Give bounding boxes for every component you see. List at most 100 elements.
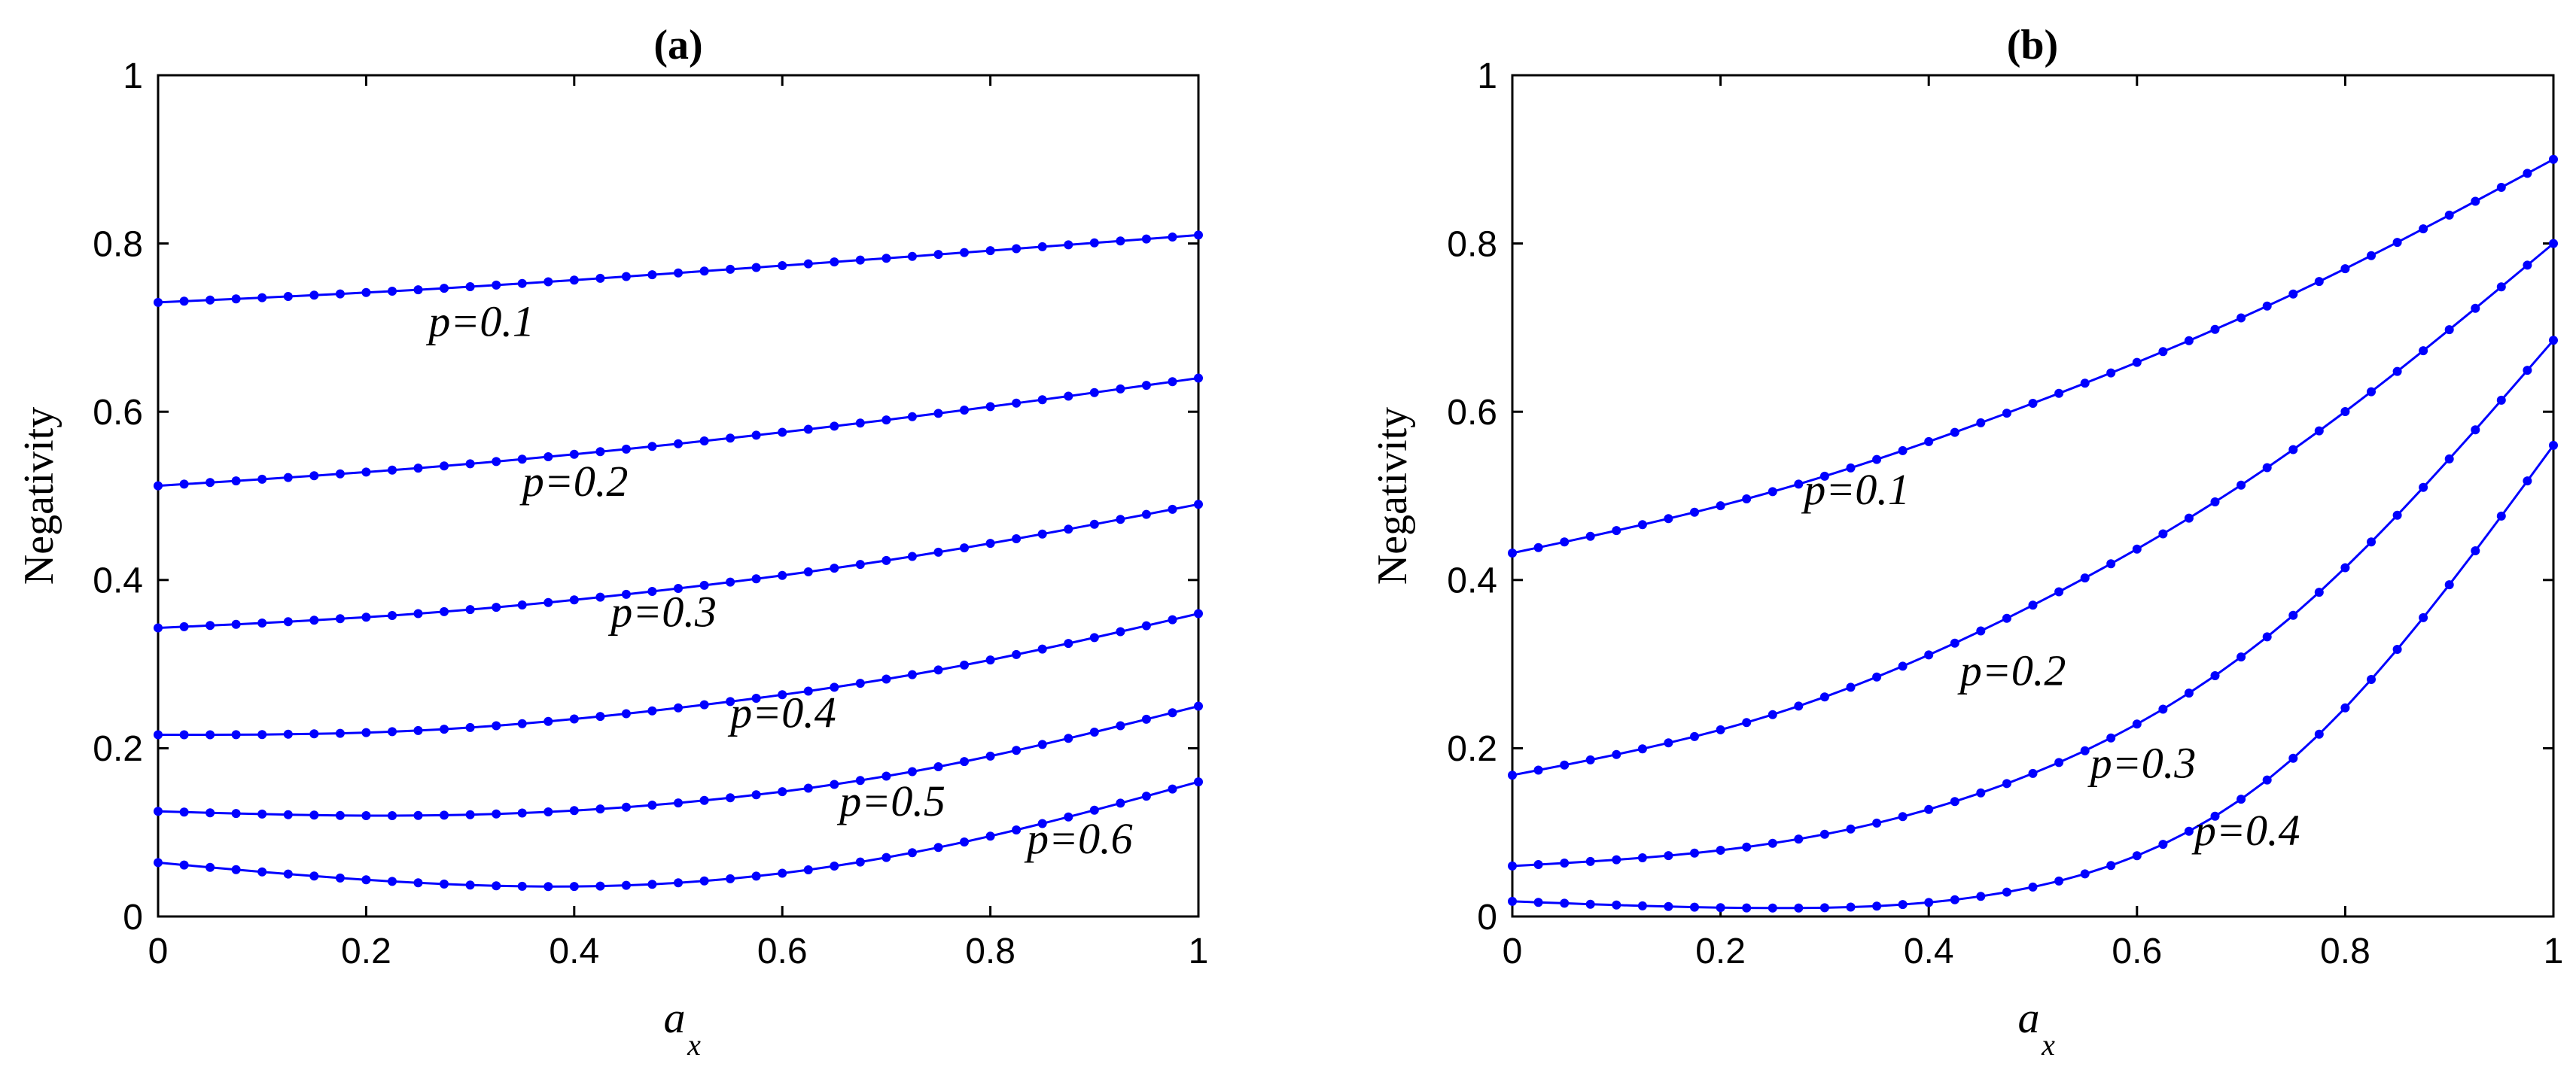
data-point xyxy=(2288,289,2298,299)
y-tick-label-b: 0 xyxy=(1477,898,1497,938)
data-point xyxy=(1064,240,1073,250)
data-point xyxy=(1194,500,1203,509)
data-point xyxy=(1612,900,1621,910)
data-point xyxy=(907,412,917,421)
data-point xyxy=(2002,779,2011,789)
data-point xyxy=(882,415,891,425)
y-tick-label-b: 0.4 xyxy=(1447,561,1497,601)
data-point xyxy=(544,597,553,607)
data-point xyxy=(569,275,579,285)
data-point xyxy=(674,268,683,278)
data-point xyxy=(1141,792,1151,801)
series-label: p=0.4 xyxy=(2191,806,2300,855)
data-point xyxy=(595,804,605,814)
data-point xyxy=(388,611,397,620)
data-point xyxy=(1194,373,1203,383)
data-point xyxy=(1846,902,1856,912)
data-point xyxy=(751,430,761,440)
y-axis-label-b: Negativity xyxy=(1369,407,1416,585)
y-ticks-a xyxy=(158,242,1198,749)
series-label: p=0.2 xyxy=(519,457,629,506)
data-point xyxy=(206,862,215,872)
data-point xyxy=(1168,504,1177,514)
data-point xyxy=(283,617,293,627)
data-point xyxy=(726,577,735,587)
data-point xyxy=(1168,784,1177,794)
data-point xyxy=(882,771,891,781)
data-point xyxy=(830,780,839,789)
data-point xyxy=(1794,701,1804,711)
data-point xyxy=(933,762,943,771)
data-point xyxy=(985,539,995,549)
data-point xyxy=(2106,733,2116,743)
data-point xyxy=(960,837,969,847)
data-point xyxy=(726,697,735,707)
data-point xyxy=(2002,613,2011,623)
data-point xyxy=(1012,649,1022,659)
data-point xyxy=(1168,233,1177,242)
data-point xyxy=(154,858,163,868)
data-point xyxy=(595,592,605,602)
data-point xyxy=(1089,805,1099,815)
data-point xyxy=(2054,587,2064,597)
data-point xyxy=(907,848,917,858)
data-point xyxy=(1950,427,1959,437)
data-point xyxy=(2471,425,2480,435)
data-point xyxy=(440,725,449,734)
data-point xyxy=(440,606,449,616)
data-point xyxy=(2471,303,2480,313)
data-point xyxy=(2184,826,2194,836)
series-label: p=0.3 xyxy=(607,587,717,636)
data-point xyxy=(1690,848,1699,858)
data-point xyxy=(2236,313,2246,323)
x-tick-labels-a: 0 0.2 0.4 0.6 0.8 1 xyxy=(148,932,1209,971)
data-point xyxy=(388,727,397,737)
data-point xyxy=(2236,480,2246,490)
data-point xyxy=(907,552,917,561)
data-point xyxy=(440,461,449,471)
data-point xyxy=(2392,366,2402,376)
data-point xyxy=(1194,777,1203,787)
data-point xyxy=(1012,746,1022,755)
data-point xyxy=(388,287,397,296)
data-point xyxy=(960,248,969,257)
data-point xyxy=(2158,840,2168,850)
plot-area-a xyxy=(157,74,1200,918)
data-point xyxy=(2288,610,2298,620)
x-tick-label-b: 0 xyxy=(1503,932,1523,971)
y-tick-label-b: 0.8 xyxy=(1447,224,1497,264)
data-point xyxy=(2106,861,2116,871)
data-point xyxy=(154,807,163,816)
y-tick-label-a: 0.2 xyxy=(93,729,143,769)
data-point xyxy=(179,622,189,631)
data-point xyxy=(933,547,943,557)
data-point xyxy=(1012,534,1022,543)
data-point xyxy=(1012,244,1022,254)
data-point xyxy=(2367,675,2376,684)
data-point xyxy=(440,284,449,293)
data-point xyxy=(621,709,631,719)
data-point xyxy=(1637,901,1647,910)
series-label: p=0.3 xyxy=(2087,739,2197,788)
data-point xyxy=(465,722,475,732)
data-point xyxy=(2419,224,2428,234)
data-point xyxy=(778,787,787,797)
x-tick-label-a: 0.2 xyxy=(341,932,391,971)
data-point xyxy=(2262,463,2272,473)
y-tick-label-b: 1 xyxy=(1477,56,1497,96)
data-point xyxy=(2236,652,2246,662)
data-point xyxy=(1612,526,1621,536)
series-label: p=0.2 xyxy=(1957,646,2066,695)
data-point xyxy=(206,621,215,631)
data-point xyxy=(1089,633,1099,643)
data-point xyxy=(1116,384,1125,394)
data-point xyxy=(1116,721,1125,731)
x-tick-label-b: 1 xyxy=(2544,932,2564,971)
data-point xyxy=(2054,388,2064,398)
data-point xyxy=(855,255,865,265)
data-point xyxy=(855,418,865,428)
data-point xyxy=(1872,672,1882,682)
data-point xyxy=(1664,514,1673,524)
data-point xyxy=(2392,510,2402,520)
